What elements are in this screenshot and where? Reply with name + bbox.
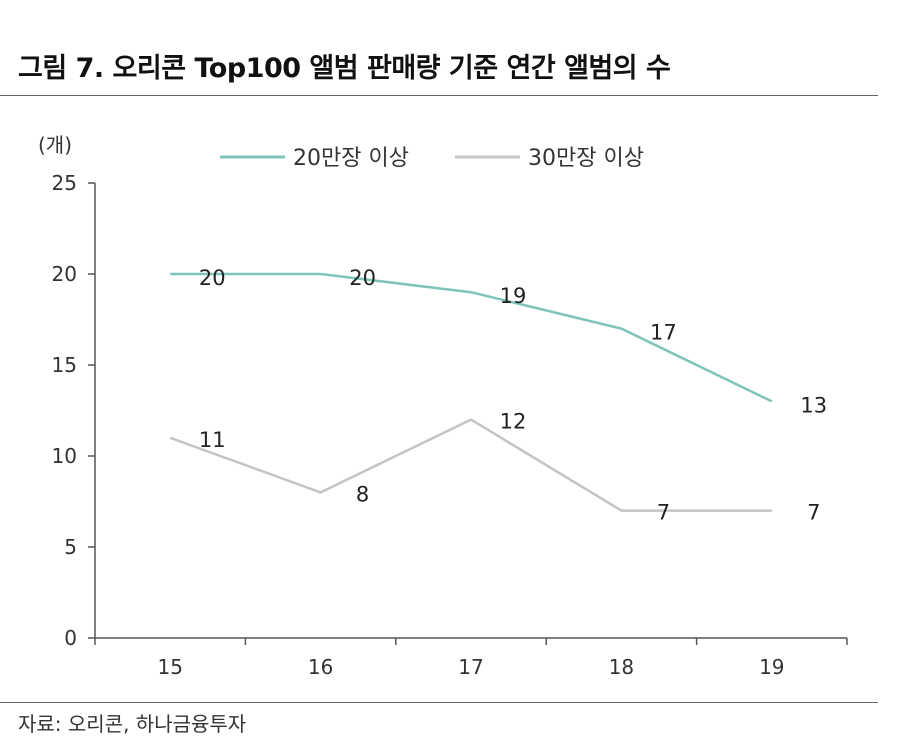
x-ticks: 15 16 17 18 19 [94, 638, 848, 679]
data-label: 7 [807, 501, 820, 525]
x-tick-label: 15 [157, 655, 182, 679]
data-label: 17 [650, 321, 677, 345]
y-tick-label: 0 [64, 626, 77, 650]
y-tick-label: 15 [52, 353, 77, 377]
series-line-1 [170, 272, 773, 403]
x-tick-label: 16 [308, 655, 333, 679]
y-tick-label: 20 [52, 262, 77, 286]
data-label: 7 [657, 501, 670, 525]
data-label: 13 [800, 393, 827, 417]
figure-title: 그림 7. 오리콘 Top100 앨범 판매량 기준 연간 앨범의 수 [18, 53, 671, 84]
legend: 20만장 이상 30만장 이상 [220, 146, 644, 171]
data-labels: 20 20 19 17 13 11 8 12 7 7 [199, 266, 827, 525]
data-label: 8 [356, 482, 369, 506]
x-tick-label: 18 [609, 655, 634, 679]
y-tick-label: 5 [64, 535, 77, 559]
chart-axes [94, 183, 847, 639]
legend-label: 20만장 이상 [293, 146, 409, 171]
data-label: 20 [349, 266, 376, 290]
y-tick-label: 10 [52, 444, 77, 468]
data-label: 19 [500, 284, 527, 308]
x-tick-label: 17 [458, 655, 483, 679]
source-note: 자료: 오리콘, 하나금융투자 [18, 712, 247, 736]
title-divider [0, 95, 878, 96]
y-tick-label: 25 [52, 171, 77, 195]
data-label: 20 [199, 266, 226, 290]
data-label: 12 [500, 410, 527, 434]
line-chart: (개) 0 5 10 15 20 25 15 16 17 18 19 20 20 19 17 13 11 8 1… [38, 133, 848, 679]
legend-label: 30만장 이상 [528, 146, 644, 171]
series-lines [169, 272, 773, 512]
source-divider [0, 702, 878, 703]
y-ticks: 0 5 10 15 20 25 [52, 171, 95, 650]
y-axis-unit-label: (개) [38, 133, 72, 157]
data-label: 11 [199, 428, 226, 452]
x-tick-label: 19 [759, 655, 784, 679]
series-line-2 [169, 418, 772, 512]
